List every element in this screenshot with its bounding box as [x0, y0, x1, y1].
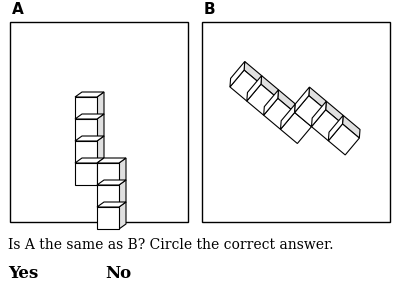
Bar	[10, 22, 188, 222]
Text: B: B	[204, 2, 216, 17]
Polygon shape	[97, 202, 126, 207]
Polygon shape	[97, 185, 119, 207]
Polygon shape	[328, 116, 343, 141]
Polygon shape	[75, 114, 104, 119]
Polygon shape	[244, 62, 262, 84]
Polygon shape	[75, 163, 97, 185]
Polygon shape	[119, 158, 126, 185]
Polygon shape	[295, 104, 312, 127]
Polygon shape	[119, 180, 126, 207]
Polygon shape	[280, 104, 295, 129]
Polygon shape	[326, 101, 343, 124]
Polygon shape	[295, 96, 326, 127]
Polygon shape	[97, 136, 104, 163]
Polygon shape	[247, 76, 262, 101]
Polygon shape	[119, 202, 126, 229]
Polygon shape	[309, 87, 326, 110]
Polygon shape	[75, 119, 97, 141]
Polygon shape	[75, 141, 97, 163]
Polygon shape	[264, 90, 278, 115]
Polygon shape	[312, 101, 326, 127]
Polygon shape	[230, 62, 245, 87]
Polygon shape	[342, 116, 360, 138]
Polygon shape	[97, 158, 126, 163]
Text: Yes: Yes	[8, 265, 38, 282]
Bar	[202, 22, 390, 222]
Polygon shape	[75, 97, 97, 119]
Polygon shape	[312, 110, 342, 141]
Polygon shape	[97, 180, 126, 185]
Polygon shape	[97, 163, 119, 185]
Polygon shape	[97, 158, 104, 185]
Text: A: A	[12, 2, 24, 17]
Polygon shape	[328, 124, 359, 155]
Polygon shape	[295, 87, 310, 112]
Text: Is A the same as B? Circle the correct answer.: Is A the same as B? Circle the correct a…	[8, 238, 334, 252]
Polygon shape	[247, 84, 278, 115]
Polygon shape	[278, 90, 295, 112]
Polygon shape	[97, 207, 119, 229]
Text: No: No	[105, 265, 131, 282]
Polygon shape	[280, 112, 312, 144]
Polygon shape	[75, 136, 104, 141]
Polygon shape	[230, 70, 261, 101]
Polygon shape	[97, 114, 104, 141]
Polygon shape	[75, 158, 104, 163]
Polygon shape	[97, 92, 104, 119]
Polygon shape	[264, 98, 295, 129]
Polygon shape	[75, 92, 104, 97]
Polygon shape	[261, 76, 278, 98]
